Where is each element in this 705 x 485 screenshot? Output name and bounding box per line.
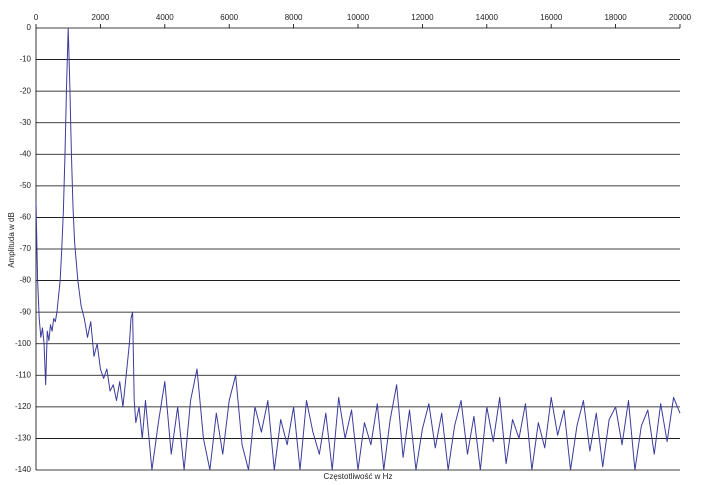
- y-tick-label: -30: [19, 118, 31, 127]
- x-tick-label: 6000: [220, 13, 238, 22]
- x-tick-label: 8000: [285, 13, 303, 22]
- x-axis-title: Częstotliwość w Hz: [324, 472, 393, 481]
- y-tick-label: -60: [19, 213, 31, 222]
- x-tick-label: 18000: [604, 13, 627, 22]
- x-tick-label: 4000: [156, 13, 174, 22]
- y-tick-label: -70: [19, 244, 31, 253]
- x-tick-label: 10000: [347, 13, 370, 22]
- x-tick-label: 14000: [476, 13, 499, 22]
- y-axis-title: Amplituda w dB: [7, 212, 16, 268]
- x-tick-label: 12000: [411, 13, 434, 22]
- y-tick-label: -40: [19, 149, 31, 158]
- y-tick-label: -20: [19, 86, 31, 95]
- y-tick-label: 0: [27, 23, 32, 32]
- y-tick-label: -100: [15, 339, 32, 348]
- x-tick-label: 20000: [669, 13, 692, 22]
- y-tick-label: -90: [19, 307, 31, 316]
- spectrum-line: [35, 27, 681, 471]
- y-tick-label: -110: [16, 370, 32, 379]
- y-tick-label: -10: [19, 55, 31, 64]
- x-tick-label: 0: [34, 13, 39, 22]
- y-tick-label: -120: [15, 402, 32, 411]
- y-tick-label: -130: [15, 434, 32, 443]
- x-tick-label: 16000: [540, 13, 563, 22]
- y-tick-label: -50: [19, 181, 31, 190]
- x-tick-label: 2000: [92, 13, 110, 22]
- y-tick-label: -80: [19, 276, 31, 285]
- y-tick-label: -140: [15, 465, 32, 474]
